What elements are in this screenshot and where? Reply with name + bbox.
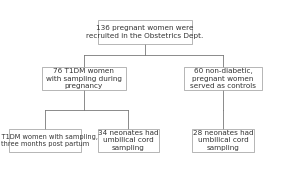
FancyBboxPatch shape [184, 67, 262, 90]
FancyBboxPatch shape [42, 67, 126, 90]
FancyBboxPatch shape [192, 129, 253, 152]
Text: 29 T1DM women with sampling,
three months post partum: 29 T1DM women with sampling, three month… [0, 134, 98, 147]
FancyBboxPatch shape [98, 129, 159, 152]
FancyBboxPatch shape [9, 129, 81, 152]
Text: 28 neonates had
umbilical cord
sampling: 28 neonates had umbilical cord sampling [193, 130, 253, 151]
Text: 136 pregnant women were
recruited in the Obstetrics Dept.: 136 pregnant women were recruited in the… [86, 25, 204, 39]
FancyBboxPatch shape [98, 20, 192, 44]
Text: 76 T1DM women
with sampling during
pregnancy: 76 T1DM women with sampling during pregn… [46, 68, 122, 89]
Text: 34 neonates had
umbilical cord
sampling: 34 neonates had umbilical cord sampling [98, 130, 159, 151]
Text: 60 non-diabetic,
pregnant women
served as controls: 60 non-diabetic, pregnant women served a… [190, 68, 256, 89]
